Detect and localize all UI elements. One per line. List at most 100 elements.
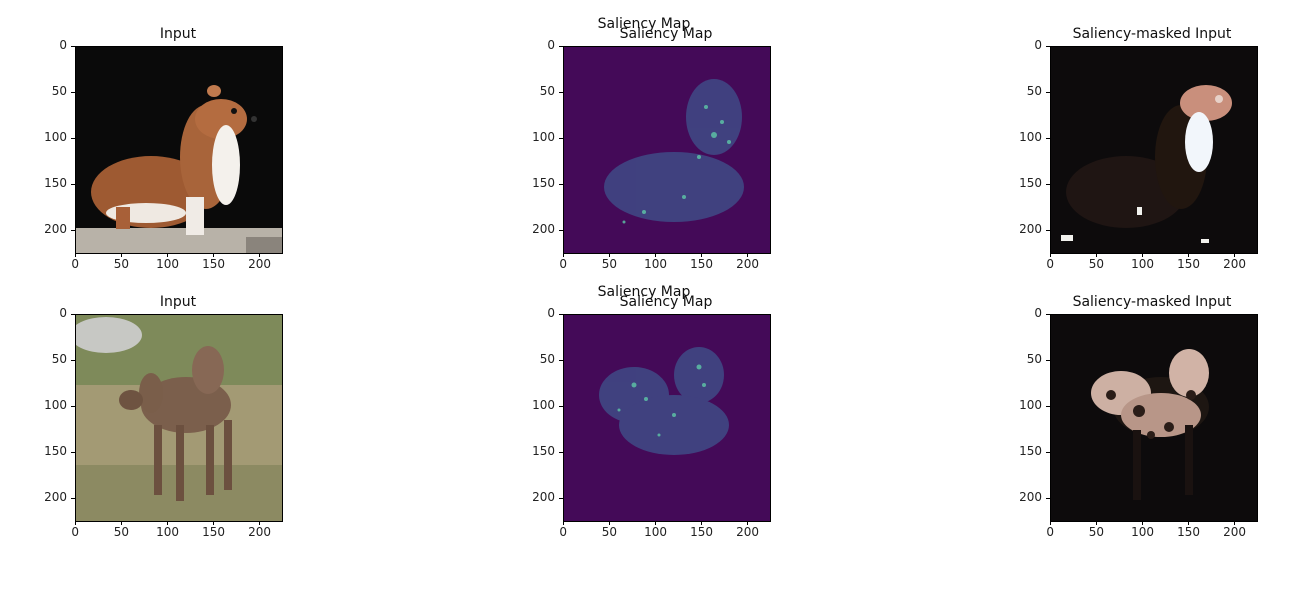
x-tick-mark — [654, 253, 656, 257]
x-tick-label: 50 — [113, 257, 130, 271]
y-tick-label: 50 — [1026, 351, 1042, 366]
y-tick-mark — [1046, 91, 1050, 93]
x-tick-mark — [1050, 521, 1051, 525]
panel-title: Saliency Map — [597, 16, 691, 32]
y-tick-label: 150 — [1019, 443, 1042, 458]
y-tick-mark — [71, 137, 75, 139]
y-tick-label: 200 — [1019, 221, 1042, 236]
y-tick-mark — [559, 451, 563, 453]
x-tick-label: 50 — [601, 525, 618, 539]
panel-title: Input — [159, 294, 197, 310]
y-tick-mark — [559, 46, 563, 47]
x-tick-label: 150 — [690, 525, 714, 539]
y-tick-label: 0 — [59, 306, 67, 320]
y-tick-mark — [559, 229, 563, 231]
y-tick-mark — [71, 359, 75, 361]
x-tick-label: 200 — [248, 525, 272, 539]
x-tick-label: 0 — [71, 257, 80, 271]
panel-title: Saliency-masked Input — [1072, 294, 1232, 310]
y-tick-label: 50 — [51, 83, 67, 98]
x-tick-mark — [563, 521, 564, 525]
y-tick-mark — [1046, 314, 1050, 315]
x-tick-mark — [1233, 253, 1235, 257]
y-tick-mark — [71, 451, 75, 453]
x-tick-label: 0 — [1046, 525, 1055, 539]
saliency-map-weasel — [563, 46, 771, 254]
y-tick-label: 50 — [539, 83, 555, 98]
input-image-camel — [75, 314, 283, 522]
x-tick-mark — [166, 253, 168, 257]
x-tick-mark — [212, 521, 214, 525]
y-tick-mark — [71, 229, 75, 231]
y-tick-label: 0 — [1034, 306, 1042, 320]
x-tick-mark — [1233, 521, 1235, 525]
y-tick-label: 0 — [547, 38, 555, 52]
x-tick-mark — [75, 253, 76, 257]
y-tick-label: 150 — [1019, 175, 1042, 190]
x-tick-mark — [700, 253, 702, 257]
y-tick-label: 150 — [532, 175, 555, 190]
x-tick-label: 100 — [644, 257, 668, 271]
y-tick-mark — [71, 46, 75, 47]
y-tick-label: 200 — [532, 221, 555, 236]
y-tick-mark — [559, 183, 563, 185]
x-tick-label: 150 — [690, 257, 714, 271]
x-tick-label: 50 — [1088, 257, 1105, 271]
y-tick-mark — [1046, 229, 1050, 231]
masked-image-weasel — [1050, 46, 1258, 254]
y-tick-label: 200 — [1019, 489, 1042, 504]
y-tick-label: 50 — [1026, 83, 1042, 98]
y-tick-label: 100 — [44, 129, 67, 144]
x-tick-mark — [120, 521, 122, 525]
x-tick-label: 200 — [248, 257, 272, 271]
x-tick-mark — [120, 253, 122, 257]
y-tick-mark — [559, 359, 563, 361]
x-tick-label: 200 — [736, 525, 760, 539]
x-tick-label: 100 — [644, 525, 668, 539]
x-tick-mark — [75, 521, 76, 525]
x-tick-mark — [563, 253, 564, 257]
y-tick-mark — [71, 183, 75, 185]
x-tick-label: 200 — [736, 257, 760, 271]
x-tick-mark — [608, 253, 610, 257]
y-tick-label: 100 — [532, 129, 555, 144]
y-tick-mark — [559, 405, 563, 407]
y-tick-label: 50 — [539, 351, 555, 366]
masked-image-camel — [1050, 314, 1258, 522]
y-tick-label: 0 — [59, 38, 67, 52]
x-tick-label: 200 — [1223, 525, 1247, 539]
x-tick-label: 150 — [1177, 525, 1201, 539]
y-tick-mark — [71, 497, 75, 499]
y-tick-label: 100 — [532, 397, 555, 412]
x-tick-mark — [258, 521, 260, 525]
x-tick-mark — [1141, 253, 1143, 257]
x-tick-label: 50 — [601, 257, 618, 271]
y-tick-label: 150 — [532, 443, 555, 458]
y-tick-label: 200 — [44, 489, 67, 504]
y-tick-label: 150 — [44, 443, 67, 458]
x-tick-label: 0 — [71, 525, 80, 539]
y-tick-mark — [1046, 46, 1050, 47]
x-tick-mark — [1187, 253, 1189, 257]
x-tick-mark — [700, 521, 702, 525]
y-tick-mark — [559, 91, 563, 93]
y-tick-label: 0 — [547, 306, 555, 320]
x-tick-mark — [608, 521, 610, 525]
y-tick-mark — [1046, 359, 1050, 361]
y-tick-mark — [559, 497, 563, 499]
x-tick-label: 150 — [1177, 257, 1201, 271]
y-tick-label: 150 — [44, 175, 67, 190]
y-tick-mark — [1046, 183, 1050, 185]
y-tick-label: 50 — [51, 351, 67, 366]
x-tick-label: 100 — [1131, 257, 1155, 271]
panel-title: Saliency Map — [597, 284, 691, 300]
x-tick-mark — [212, 253, 214, 257]
x-tick-label: 100 — [1131, 525, 1155, 539]
y-tick-label: 200 — [532, 489, 555, 504]
x-tick-mark — [1050, 253, 1051, 257]
y-tick-mark — [1046, 451, 1050, 453]
y-tick-mark — [71, 405, 75, 407]
x-tick-label: 0 — [559, 257, 568, 271]
y-tick-label: 100 — [44, 397, 67, 412]
x-tick-mark — [746, 253, 748, 257]
